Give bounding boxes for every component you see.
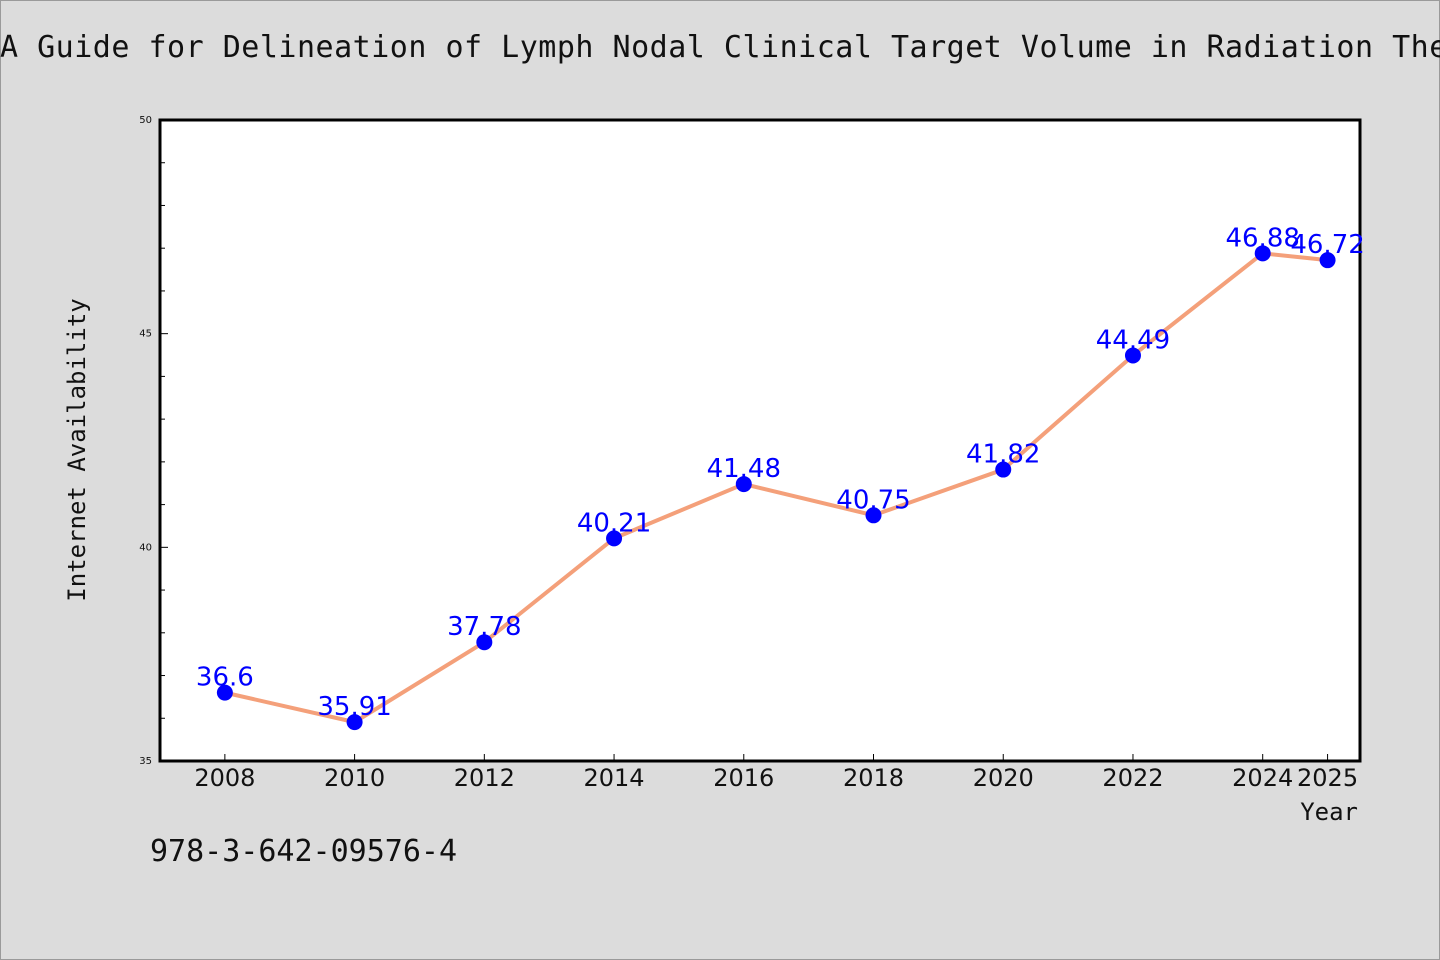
data-label: 41.82 — [966, 440, 1040, 470]
x-tick-label: 2010 — [324, 764, 385, 792]
isbn-text: 978-3-642-09576-4 — [150, 834, 458, 869]
series-markers — [216, 245, 1336, 731]
data-label: 35.91 — [317, 692, 391, 722]
data-label: 46.88 — [1225, 223, 1299, 253]
chart-title: A Guide for Delineation of Lymph Nodal C… — [0, 30, 1440, 65]
x-tick-label: 2022 — [1102, 764, 1163, 792]
data-point — [1319, 252, 1336, 269]
x-tick-label: 2024 — [1232, 764, 1293, 792]
x-tick-label: 2016 — [713, 764, 774, 792]
data-label: 46.72 — [1290, 230, 1364, 260]
y-tick-label: 40 — [139, 542, 152, 553]
y-tick-label: 35 — [139, 756, 152, 767]
x-tick-label: 2008 — [194, 764, 255, 792]
data-point — [735, 476, 752, 493]
data-point — [346, 714, 363, 731]
data-label: 37.78 — [447, 612, 521, 642]
data-label: 44.49 — [1096, 325, 1170, 355]
x-tick-label: 2025 — [1297, 764, 1358, 792]
data-point — [995, 461, 1012, 478]
x-tick-label: 2018 — [843, 764, 904, 792]
data-point — [1124, 347, 1141, 364]
x-axis: 2008 2010 2012 2014 2016 2018 2020 2022 2024 2025 — [194, 754, 1358, 792]
x-tick-label: 2014 — [584, 764, 645, 792]
data-point — [1254, 245, 1271, 262]
series-line — [224, 251, 1328, 725]
data-label: 40.21 — [577, 508, 651, 538]
data-point — [476, 634, 493, 651]
data-label: 41.48 — [707, 454, 781, 484]
data-point — [606, 530, 623, 547]
plot-area — [158, 118, 1362, 763]
y-tick-label: 50 — [139, 115, 152, 126]
y-axis-label: Internet Availability — [63, 298, 91, 601]
data-point — [216, 684, 233, 701]
x-axis-label: Year — [1300, 798, 1358, 826]
x-tick-label: 2020 — [973, 764, 1034, 792]
x-tick-label: 2012 — [454, 764, 515, 792]
data-labels: 36.6 35.91 37.78 40.21 41.48 40.75 41.82 44.49 4… — [196, 223, 1365, 722]
data-label: 36.6 — [196, 663, 254, 693]
y-tick-label: 45 — [139, 329, 152, 340]
data-label: 40.75 — [836, 485, 910, 515]
data-point — [865, 507, 882, 524]
y-axis: 35 40 45 50 — [139, 115, 168, 767]
